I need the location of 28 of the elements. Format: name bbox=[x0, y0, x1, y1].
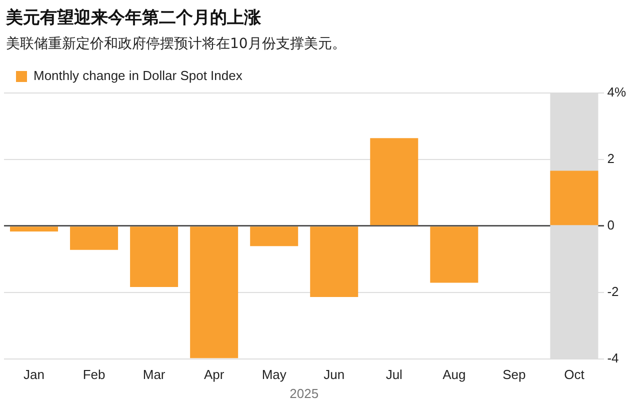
x-tick-label: Apr bbox=[204, 367, 225, 382]
chart-title: 美元有望迎来今年第二个月的上涨 bbox=[6, 7, 261, 29]
x-tick-label: Sep bbox=[502, 367, 526, 382]
bar bbox=[70, 226, 118, 250]
bar bbox=[550, 170, 598, 226]
legend-label: Monthly change in Dollar Spot Index bbox=[34, 68, 243, 84]
x-tick-label: Jun bbox=[324, 367, 345, 382]
y-tick-label: 2 bbox=[607, 151, 614, 166]
x-tick-label: Aug bbox=[442, 367, 466, 382]
x-tick-label: Mar bbox=[142, 367, 166, 382]
y-tick-label: -2 bbox=[607, 284, 619, 299]
bar bbox=[310, 226, 358, 297]
chart-subtitle: 美联储重新定价和政府停摆预计将在10月份支撑美元。 bbox=[6, 35, 346, 53]
x-tick-label: Jul bbox=[386, 367, 403, 382]
x-tick-label: Jan bbox=[24, 367, 44, 382]
bar bbox=[250, 226, 298, 246]
bar bbox=[370, 138, 418, 226]
x-tick-label: May bbox=[262, 367, 287, 382]
y-tick-label: -4 bbox=[607, 350, 619, 366]
x-tick-label: Feb bbox=[82, 367, 106, 382]
bar bbox=[130, 226, 178, 288]
bar bbox=[10, 226, 58, 232]
bar bbox=[430, 226, 478, 283]
x-axis-title: 2025 bbox=[290, 386, 319, 401]
bar bbox=[190, 226, 238, 358]
x-tick-label: Oct bbox=[564, 367, 585, 382]
y-tick-label: 4% bbox=[607, 84, 626, 100]
y-tick-label: 0 bbox=[607, 217, 614, 232]
